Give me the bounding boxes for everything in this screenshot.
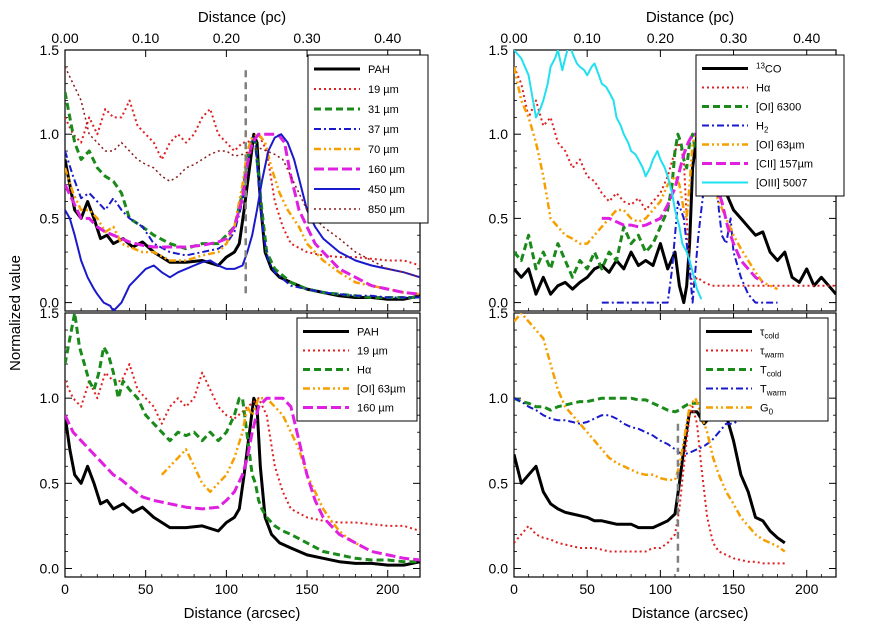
pc-tick-label: 0.20	[647, 30, 674, 46]
y-tick-label: 0.5	[489, 210, 509, 226]
x-tick-label: 0	[510, 581, 518, 597]
series-line-5	[514, 313, 786, 553]
x-tick-label: 150	[722, 581, 746, 597]
legend-label: Tcold	[760, 365, 781, 379]
y-tick-label: 0.0	[489, 295, 509, 311]
legend-label: τwarm	[760, 346, 784, 360]
series-line-6	[601, 132, 764, 284]
series-line-5	[514, 66, 779, 291]
legend-label: [CII] 157µm	[756, 159, 813, 171]
panel-b: 0.00.51.01.50.000.100.200.300.40b)13COHα…	[489, 30, 845, 312]
series-line-8	[65, 66, 420, 279]
series-line-1	[514, 396, 786, 545]
legend-label: 19 µm	[368, 84, 399, 96]
legend-label: 70 µm	[368, 144, 399, 156]
pc-tick-label: 0.10	[132, 30, 159, 46]
x-tick-label: 50	[579, 581, 595, 597]
bottom-axis-label-left: Distance (arcsec)	[184, 605, 301, 622]
x-tick-label: 200	[376, 581, 400, 597]
x-tick-label: 150	[295, 581, 319, 597]
y-tick-label: 1.5	[489, 305, 509, 321]
legend-label: 450 µm	[368, 184, 405, 196]
series-line-3	[514, 132, 697, 279]
legend-label: G0	[760, 403, 774, 417]
x-tick-label: 200	[795, 581, 819, 597]
series-line-3	[65, 313, 420, 564]
legend: PAH 19 µm 31 µm 37 µm 70 µm 160 µm 450 µm 850 µ…	[307, 54, 429, 224]
series-line-1	[65, 396, 420, 567]
series-line-2	[65, 99, 420, 267]
pc-tick-label: 0.00	[500, 30, 527, 46]
series-line-7	[514, 50, 703, 300]
legend-label: [OI] 63µm	[756, 140, 805, 152]
bottom-axis-label-right: Distance (arcsec)	[632, 605, 749, 622]
legend-label: 850 µm	[368, 204, 405, 216]
pc-tick-label: 0.40	[793, 30, 820, 46]
legend-label: PAH	[368, 64, 390, 76]
legend-label: [OI] 6300	[756, 102, 801, 114]
x-tick-label: 0	[61, 581, 69, 597]
pc-tick-label: 0.20	[213, 30, 240, 46]
series-line-2	[514, 66, 836, 287]
panel-a: 0.00.51.01.50.000.100.200.300.40a)PAH19 …	[40, 30, 429, 312]
series-line-4	[160, 396, 365, 550]
legend-label: [OIII] 5007	[756, 178, 807, 190]
series-line-1	[514, 132, 836, 305]
legend-label: 160 µm	[357, 403, 394, 415]
legend-label: 31 µm	[368, 104, 399, 116]
pc-tick-label: 0.10	[574, 30, 601, 46]
legend-box	[307, 54, 429, 224]
y-tick-label: 0.5	[40, 210, 60, 226]
top-axis-label-right: Distance (pc)	[646, 9, 734, 26]
legend-label: 160 µm	[368, 164, 405, 176]
y-tick-label: 0.5	[40, 475, 60, 491]
legend-label: 19 µm	[357, 346, 388, 358]
y-tick-label: 0.0	[489, 560, 509, 576]
series-line-5	[65, 132, 420, 296]
legend-label: PAH	[357, 327, 379, 339]
series-group	[514, 50, 836, 305]
legend-label: Hα	[756, 83, 771, 95]
x-tick-label: 100	[649, 581, 673, 597]
series-line-2	[514, 405, 785, 565]
series-group	[65, 66, 420, 311]
legend-label: [OI] 63µm	[357, 384, 406, 396]
pc-tick-label: 0.40	[374, 30, 401, 46]
y-tick-label: 1.5	[40, 305, 60, 321]
y-tick-label: 1.0	[40, 390, 60, 406]
x-tick-label: 50	[138, 581, 154, 597]
panel-d: 0.00.51.01.5050100150200d)τcoldτwarmTcol…	[489, 305, 837, 597]
legend-label: 13CO	[756, 62, 782, 76]
legend-label: Twarm	[760, 384, 787, 398]
series-line-4	[514, 397, 786, 456]
pc-tick-label: 0.00	[51, 30, 78, 46]
legend-label: Hα	[357, 365, 372, 377]
legend: τcold τwarm Tcold Twarm G0	[699, 317, 829, 422]
y-tick-label: 1.0	[489, 390, 509, 406]
legend-label: τcold	[760, 327, 779, 341]
legend-label: 37 µm	[368, 124, 399, 136]
y-tick-label: 0.0	[40, 295, 60, 311]
pc-tick-label: 0.30	[720, 30, 747, 46]
legend-label: H2	[756, 121, 769, 135]
y-tick-label: 1.5	[489, 42, 509, 58]
legend: 13CO Hα [OI] 6300 H2 [OI] 63µm [CII] 157µm [OI…	[695, 54, 845, 197]
y-tick-label: 0.5	[489, 475, 509, 491]
y-tick-label: 1.5	[40, 42, 60, 58]
y-tick-label: 1.0	[489, 126, 509, 142]
series-line-4	[601, 141, 778, 304]
y-tick-label: 1.0	[40, 126, 60, 142]
pc-tick-label: 0.30	[293, 30, 320, 46]
series-line-5	[65, 396, 420, 562]
y-tick-label: 0.0	[40, 560, 60, 576]
y-axis-label: Normalized value	[7, 255, 24, 371]
legend: PAH 19 µm Hα [OI] 63µm 160 µm	[296, 317, 418, 422]
top-axis-label-left: Distance (pc)	[198, 9, 286, 26]
series-group	[65, 313, 420, 567]
x-tick-label: 100	[215, 581, 239, 597]
